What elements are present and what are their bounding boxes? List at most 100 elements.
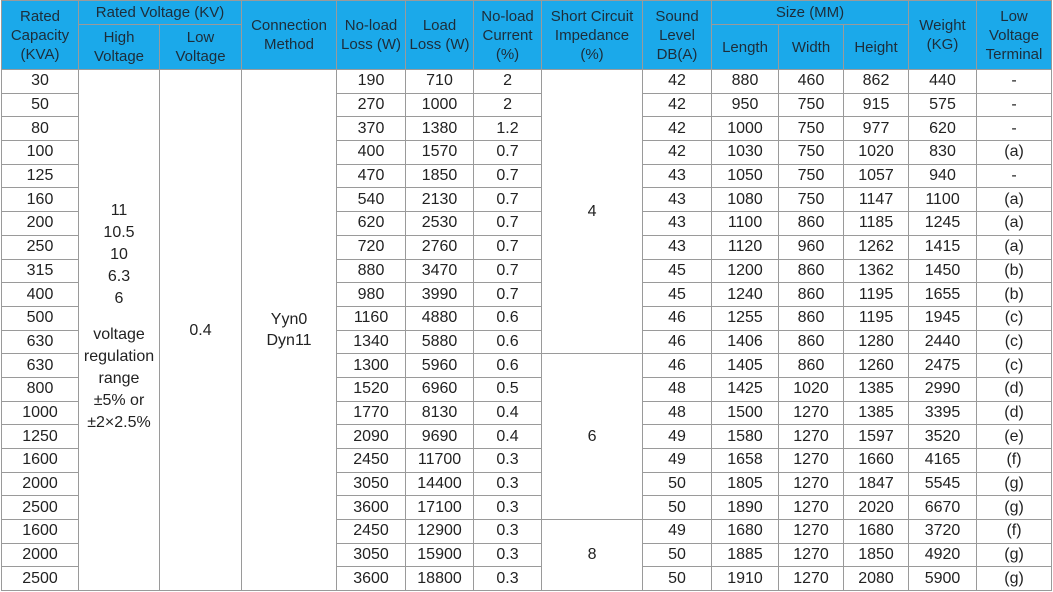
height-cell: 1262 bbox=[843, 234, 910, 260]
width-cell: 750 bbox=[778, 92, 845, 118]
height-cell: 1850 bbox=[843, 542, 910, 568]
weight-cell: 4920 bbox=[908, 542, 978, 568]
no-load-current-cell: 0.7 bbox=[473, 211, 543, 236]
height-cell: 1195 bbox=[843, 305, 910, 331]
load-loss-cell: 1570 bbox=[405, 140, 475, 165]
no-load-current-cell: 0.4 bbox=[473, 400, 543, 426]
width-cell: 1270 bbox=[778, 400, 845, 426]
width-cell: 750 bbox=[778, 116, 845, 142]
header-rated-capacity: Rated Capacity (KVA) bbox=[1, 0, 79, 70]
weight-cell: 1450 bbox=[908, 258, 978, 284]
width-cell: 750 bbox=[778, 140, 845, 165]
length-cell: 1406 bbox=[711, 329, 780, 355]
weight-cell: 6670 bbox=[908, 495, 978, 521]
high-voltage-cell-line: 10.5 bbox=[103, 224, 135, 241]
height-cell: 1385 bbox=[843, 400, 910, 426]
width-cell: 860 bbox=[778, 353, 845, 378]
height-cell: 2020 bbox=[843, 495, 910, 521]
connection-method-cell-line: Dyn11 bbox=[266, 332, 312, 350]
load-loss-cell: 5960 bbox=[405, 353, 475, 378]
low-voltage-terminal-cell: (a) bbox=[976, 234, 1053, 260]
low-voltage-terminal-cell: (g) bbox=[976, 542, 1053, 568]
table-row: 1250 2090 9690 0.4 49 1580 1270 1597 3520 (e) bbox=[1, 424, 1053, 449]
load-loss-cell: 8130 bbox=[405, 400, 475, 426]
low-voltage-terminal-cell: (g) bbox=[976, 471, 1053, 497]
load-loss-cell: 2530 bbox=[405, 211, 475, 236]
table-row: 800 1520 6960 0.5 48 1425 1020 1385 2990 (d) bbox=[1, 376, 1053, 402]
table-row: 80 370 1380 1.2 42 1000 750 977 620- bbox=[1, 116, 1053, 142]
no-load-current-cell: 0.3 bbox=[473, 519, 543, 544]
low-voltage-terminal-cell: (b) bbox=[976, 258, 1053, 284]
header-height: Height bbox=[843, 24, 910, 70]
length-cell: 1240 bbox=[711, 282, 780, 307]
no-load-current-cell: 1.2 bbox=[473, 116, 543, 142]
width-cell: 860 bbox=[778, 305, 845, 331]
sound-level-cell: 50 bbox=[642, 471, 713, 497]
rated-capacity-cell: 2000 bbox=[1, 471, 79, 497]
load-loss-cell: 3470 bbox=[405, 258, 475, 284]
rated-capacity-cell: 125 bbox=[1, 163, 79, 189]
high-voltage-cell-line: 6 bbox=[114, 290, 124, 307]
low-voltage-terminal-cell: - bbox=[976, 69, 1053, 94]
high-voltage-cell-line: 11 bbox=[110, 202, 128, 219]
height-cell: 915 bbox=[843, 92, 910, 118]
table-row: 30 11 10.5 10 6.3 6 voltage regulation range ±5% … bbox=[1, 68, 1053, 592]
length-cell: 1910 bbox=[711, 566, 780, 592]
length-cell: 1425 bbox=[711, 376, 780, 402]
no-load-current-cell: 0.7 bbox=[473, 187, 543, 213]
height-cell: 1260 bbox=[843, 353, 910, 378]
table-row: 200 620 2530 0.7 43 1100 860 1185 1245 (a) bbox=[1, 211, 1053, 236]
low-voltage-cell: 0.4 bbox=[158, 68, 243, 592]
load-loss-cell: 11700 bbox=[405, 448, 475, 473]
sound-level-cell: 46 bbox=[642, 329, 713, 355]
table-row: 2500 3600 18800 0.3 50 1910 1270 2080 5900 (g) bbox=[1, 566, 1053, 592]
load-loss-cell: 6960 bbox=[405, 376, 475, 402]
no-load-current-cell: 0.4 bbox=[473, 424, 543, 449]
sound-level-cell: 45 bbox=[642, 282, 713, 307]
no-load-current-cell: 0.3 bbox=[473, 448, 543, 473]
height-cell: 1660 bbox=[843, 448, 910, 473]
no-load-loss-cell: 620 bbox=[336, 211, 407, 236]
no-load-current-cell: 0.3 bbox=[473, 566, 543, 592]
weight-cell: 3720 bbox=[908, 519, 978, 544]
short-circuit-impedance-cell: 8 bbox=[541, 519, 644, 592]
no-load-loss-cell: 3600 bbox=[336, 566, 407, 592]
length-cell: 1000 bbox=[711, 116, 780, 142]
table-row: 2000 3050 14400 0.3 50 1805 1270 1847 5545 (g) bbox=[1, 471, 1053, 497]
weight-cell: 940 bbox=[908, 163, 978, 189]
sound-level-cell: 46 bbox=[642, 353, 713, 378]
no-load-loss-cell: 370 bbox=[336, 116, 407, 142]
load-loss-cell: 1000 bbox=[405, 92, 475, 118]
sound-level-cell: 43 bbox=[642, 211, 713, 236]
table-row: 2500 3600 17100 0.3 50 1890 1270 2020 6670 (g) bbox=[1, 495, 1053, 521]
length-cell: 1200 bbox=[711, 258, 780, 284]
weight-cell: 575 bbox=[908, 92, 978, 118]
load-loss-cell: 15900 bbox=[405, 542, 475, 568]
low-voltage-terminal-cell: (e) bbox=[976, 424, 1053, 449]
rated-capacity-cell: 2000 bbox=[1, 542, 79, 568]
low-voltage-terminal-cell: (c) bbox=[976, 353, 1053, 378]
no-load-current-cell: 0.7 bbox=[473, 258, 543, 284]
no-load-current-cell: 2 bbox=[473, 69, 543, 94]
table-row: 50 270 1000 2 42 950 750 915 575- bbox=[1, 92, 1053, 118]
load-loss-cell: 5880 bbox=[405, 329, 475, 355]
load-loss-cell: 14400 bbox=[405, 471, 475, 497]
weight-cell: 3395 bbox=[908, 400, 978, 426]
sound-level-cell: 43 bbox=[642, 163, 713, 189]
low-voltage-terminal-cell: (g) bbox=[976, 495, 1053, 521]
rated-capacity-cell: 400 bbox=[1, 282, 79, 307]
length-cell: 1890 bbox=[711, 495, 780, 521]
low-voltage-terminal-cell: (a) bbox=[976, 187, 1053, 213]
width-cell: 1270 bbox=[778, 448, 845, 473]
table-row: 250 720 2760 0.7 43 1120 960 1262 1415 (a) bbox=[1, 234, 1053, 260]
length-cell: 1030 bbox=[711, 140, 780, 165]
width-cell: 1270 bbox=[778, 542, 845, 568]
no-load-loss-cell: 400 bbox=[336, 140, 407, 165]
header-rated-voltage: Rated Voltage (KV) bbox=[77, 0, 243, 25]
no-load-loss-cell: 540 bbox=[336, 187, 407, 213]
no-load-current-cell: 0.3 bbox=[473, 542, 543, 568]
header-short-circuit-impedance: Short Circuit Impedance (%) bbox=[541, 0, 644, 70]
weight-cell: 2990 bbox=[908, 376, 978, 402]
no-load-current-cell: 0.6 bbox=[473, 329, 543, 355]
sound-level-cell: 45 bbox=[642, 258, 713, 284]
